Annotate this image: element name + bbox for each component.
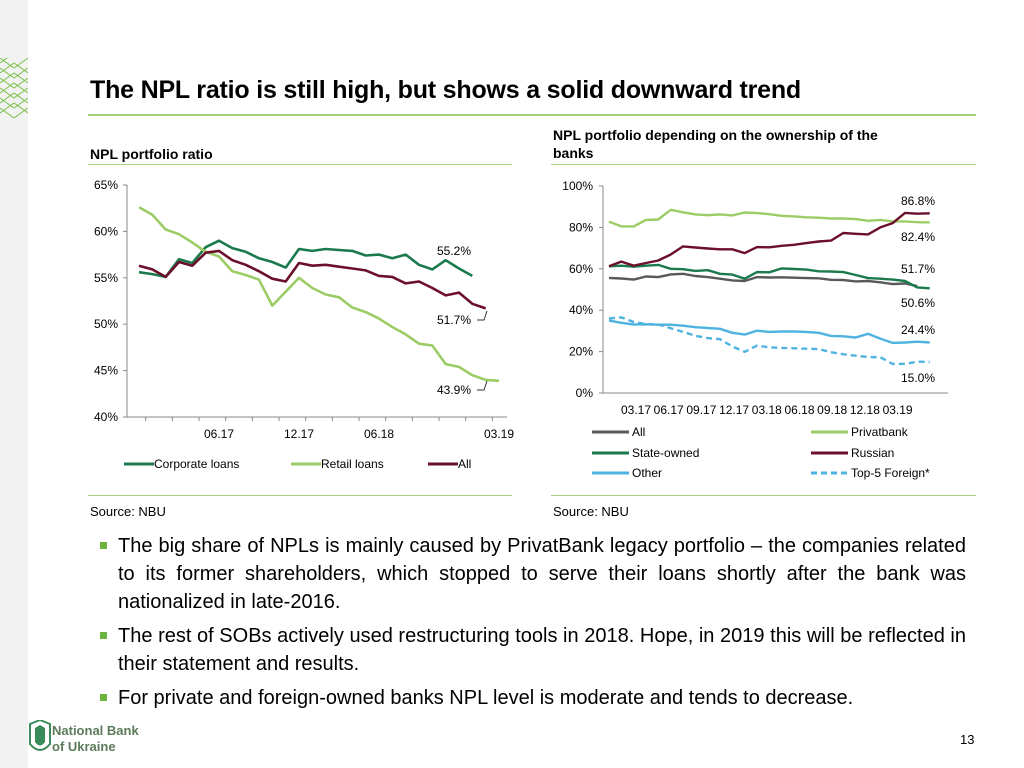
x-tick-label: 06.17 bbox=[204, 427, 234, 441]
y-tick-label: 50% bbox=[94, 317, 118, 331]
x-tick-label: 03.17 bbox=[621, 403, 651, 417]
bullet-text: For private and foreign-owned banks NPL … bbox=[118, 687, 854, 709]
x-tick-label: 06.17 bbox=[654, 403, 684, 417]
y-tick-label: 60% bbox=[94, 224, 118, 238]
y-tick-label: 40% bbox=[94, 410, 118, 424]
right-source: Source: NBU bbox=[553, 504, 629, 519]
x-tick-label: 06.18 bbox=[784, 403, 814, 417]
left-chart-title: NPL portfolio ratio bbox=[90, 146, 213, 162]
bullet-square-icon bbox=[100, 694, 107, 701]
bullet-square-icon bbox=[100, 542, 107, 549]
legend-label: Russian bbox=[851, 446, 894, 460]
page-title: The NPL ratio is still high, but shows a… bbox=[90, 76, 802, 104]
label-leader bbox=[477, 310, 488, 321]
data-label: 15.0% bbox=[901, 371, 935, 385]
series-line-all bbox=[608, 272, 918, 288]
left-chart-top-rule bbox=[88, 164, 512, 165]
series-line-retail-loans bbox=[138, 206, 500, 383]
data-label: 43.9% bbox=[437, 383, 471, 397]
x-tick-label: 12.17 bbox=[284, 427, 314, 441]
legend-label: All bbox=[632, 425, 645, 439]
y-tick-label: 20% bbox=[569, 345, 593, 359]
legend-label: Other bbox=[632, 466, 662, 480]
left-chart-bottom-rule bbox=[88, 495, 512, 496]
series-line-other bbox=[608, 319, 930, 345]
legend-label: Corporate loans bbox=[154, 457, 239, 471]
nbu-logo-icon bbox=[29, 720, 51, 751]
y-tick-label: 80% bbox=[569, 220, 593, 234]
data-label: 24.4% bbox=[901, 323, 935, 337]
data-label: 82.4% bbox=[901, 230, 935, 244]
x-tick-label: 06.18 bbox=[364, 427, 394, 441]
y-tick-label: 65% bbox=[94, 178, 118, 192]
x-tick-label: 09.17 bbox=[686, 403, 716, 417]
bullet-text: The big share of NPLs is mainly caused b… bbox=[118, 535, 966, 613]
legend-label: All bbox=[458, 457, 471, 471]
series-line-all bbox=[138, 249, 487, 310]
data-label: 86.8% bbox=[901, 194, 935, 208]
bullet-item: The big share of NPLs is mainly caused b… bbox=[100, 532, 966, 616]
data-label: 50.6% bbox=[901, 296, 935, 310]
bullet-list: The big share of NPLs is mainly caused b… bbox=[100, 532, 966, 718]
bullet-square-icon bbox=[100, 632, 107, 639]
legend-label: Top-5 Foreign* bbox=[851, 466, 930, 480]
data-label: 51.7% bbox=[437, 313, 471, 327]
logo-line1: National Bank bbox=[52, 723, 139, 738]
x-tick-label: 12.17 bbox=[719, 403, 749, 417]
series-line-privatbank bbox=[608, 208, 930, 228]
y-tick-label: 45% bbox=[94, 364, 118, 378]
bullet-item: The rest of SOBs actively used restructu… bbox=[100, 622, 966, 678]
right-chart-title: NPL portfolio depending on the ownership… bbox=[553, 126, 973, 162]
series-line-state-owned bbox=[608, 263, 930, 290]
legend-label: Privatbank bbox=[851, 425, 909, 439]
data-label: 55.2% bbox=[437, 244, 471, 258]
logo-text: National Bank of Ukraine bbox=[52, 723, 139, 755]
x-tick-label: 03.18 bbox=[752, 403, 782, 417]
logo-line2: of Ukraine bbox=[52, 739, 116, 754]
x-tick-label: 09.18 bbox=[817, 403, 847, 417]
y-tick-label: 60% bbox=[569, 262, 593, 276]
series-line-russian bbox=[608, 211, 930, 268]
legend-label: Retail loans bbox=[321, 457, 384, 471]
y-tick-label: 55% bbox=[94, 271, 118, 285]
x-tick-label: 03.19 bbox=[883, 403, 913, 417]
decorative-pattern bbox=[0, 58, 28, 119]
y-tick-label: 100% bbox=[562, 179, 593, 193]
right-chart-top-rule bbox=[551, 164, 976, 165]
right-chart-title-line2: banks bbox=[553, 145, 594, 161]
right-chart-title-line1: NPL portfolio depending on the ownership… bbox=[553, 127, 878, 143]
title-divider bbox=[88, 114, 976, 116]
legend-label: State-owned bbox=[632, 446, 699, 460]
page-number: 13 bbox=[960, 732, 975, 747]
side-strip bbox=[0, 0, 28, 768]
right-chart-bottom-rule bbox=[551, 495, 976, 496]
series-line-top-5-foreign- bbox=[608, 316, 930, 366]
label-leader bbox=[477, 380, 488, 391]
x-tick-label: 12.18 bbox=[850, 403, 880, 417]
bullet-item: For private and foreign-owned banks NPL … bbox=[100, 684, 966, 712]
bullet-text: The rest of SOBs actively used restructu… bbox=[118, 625, 966, 675]
series-line-corporate-loans bbox=[138, 239, 473, 279]
left-source: Source: NBU bbox=[90, 504, 166, 519]
y-tick-label: 0% bbox=[576, 386, 594, 400]
data-label: 51.7% bbox=[901, 262, 935, 276]
x-tick-label: 03.19 bbox=[484, 427, 514, 441]
y-tick-label: 40% bbox=[569, 303, 593, 317]
